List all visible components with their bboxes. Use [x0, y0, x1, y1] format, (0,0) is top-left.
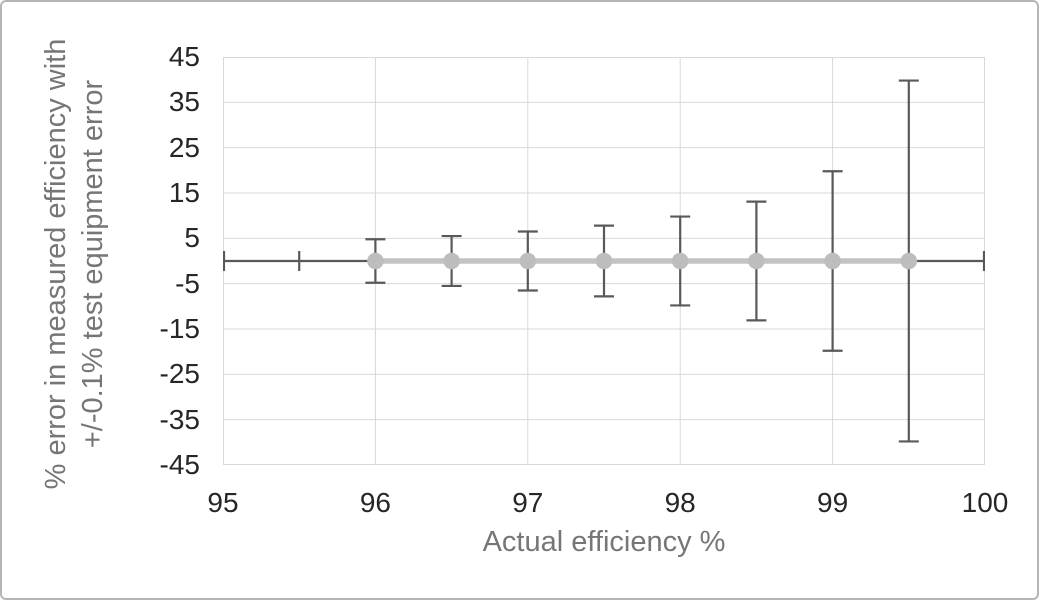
y-tick-label: -25 [159, 358, 200, 390]
y-tick-label: -5 [175, 267, 200, 299]
data-point-marker [824, 252, 841, 270]
y-tick-label: 15 [168, 177, 200, 208]
y-tick-label: 45 [168, 41, 200, 72]
x-tick-label: 100 [961, 487, 1009, 518]
plot-area [223, 57, 985, 465]
x-tick-label: 97 [512, 487, 544, 518]
data-point-marker [900, 252, 918, 270]
y-axis-title-line1: % error in measured efficiency with [40, 38, 72, 490]
x-axis-title: Actual efficiency % [482, 526, 726, 558]
data-point-marker [443, 252, 460, 270]
data-point-marker [748, 252, 765, 270]
x-tick-label: 95 [207, 487, 239, 518]
y-tick-label: 35 [168, 86, 200, 118]
data-point-marker [595, 252, 613, 270]
y-axis-title-line2: +/-0.1% test equipment error [77, 79, 109, 449]
x-tick-label: 98 [664, 487, 696, 518]
x-tick-label: 96 [359, 487, 391, 518]
y-tick-label: -35 [159, 403, 200, 435]
y-tick-label: 5 [184, 222, 200, 254]
y-axis-title: % error in measured efficiency with +/-0… [38, 2, 112, 564]
data-point-marker [367, 252, 384, 270]
x-tick-label: 99 [817, 487, 849, 518]
y-tick-label: -15 [159, 313, 200, 344]
data-point-marker [519, 252, 537, 270]
y-tick-label: -45 [159, 449, 200, 480]
data-point-marker [671, 252, 689, 270]
y-tick-label: 25 [168, 131, 200, 163]
